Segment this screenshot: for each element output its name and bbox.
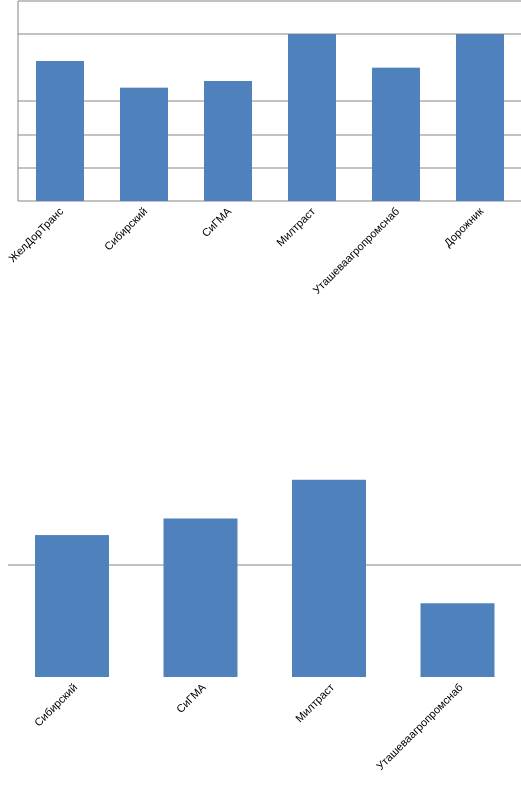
bar-1 [36, 61, 84, 201]
category-label: Уташеваагропромснаб [374, 682, 465, 773]
bar-2 [120, 87, 168, 201]
category-label: ЖелДорТранс [7, 205, 67, 265]
bar-1 [35, 535, 109, 677]
bar-4 [420, 603, 495, 677]
bar-6 [456, 34, 504, 202]
category-label: СиГМА [200, 205, 235, 240]
bar-4 [288, 34, 336, 202]
category-label: Дорожник [442, 206, 486, 250]
category-label: Милтраст [275, 206, 319, 250]
category-label: Уташеваагропромснаб [311, 206, 402, 297]
bar-5 [372, 67, 420, 202]
category-label: СиГМА [174, 681, 209, 716]
bar-2 [163, 518, 238, 677]
category-label: Сибирский [103, 206, 151, 254]
bar-3 [204, 81, 252, 201]
bar-3 [292, 479, 366, 677]
chart-top: ЖелДорТранс Сибирский СиГМА МилтрастУташева… [7, 0, 521, 297]
chart-bottom: Сибирский СиГМА Милтраст Уташеваагропромсна… [8, 479, 521, 773]
category-label: Милтраст [294, 682, 338, 726]
category-label: Сибирский [33, 682, 81, 730]
